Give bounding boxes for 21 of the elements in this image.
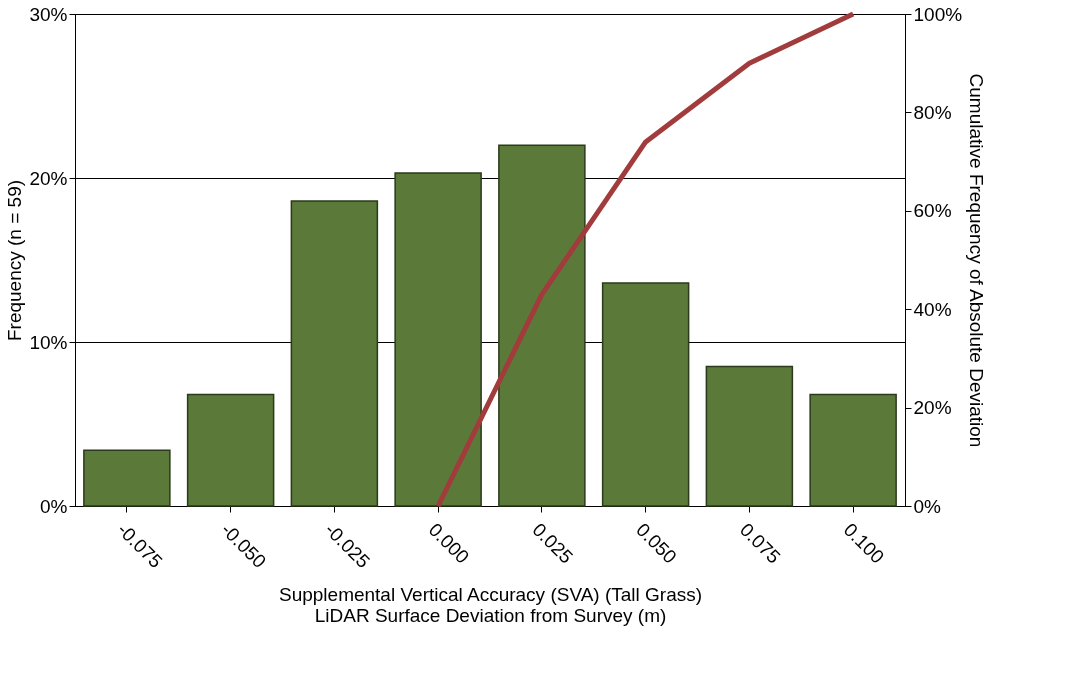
y2-axis-title: Cumulative Frequency of Absolute Deviation bbox=[966, 73, 988, 448]
y-tick-label: 20% bbox=[29, 167, 68, 189]
bar bbox=[705, 365, 794, 507]
y2-tick-label: 60% bbox=[913, 200, 952, 222]
bar bbox=[394, 172, 482, 507]
bar bbox=[290, 200, 379, 507]
y2-tick-label: 20% bbox=[913, 397, 952, 419]
bar bbox=[186, 393, 275, 507]
y-tick-label: 0% bbox=[40, 495, 68, 517]
y2-tick-label: 0% bbox=[913, 495, 942, 517]
y-tick-label: 10% bbox=[29, 331, 68, 353]
bar bbox=[83, 449, 171, 507]
y2-tick-label: 100% bbox=[913, 3, 963, 25]
y2-tick-label: 40% bbox=[913, 298, 952, 320]
bar bbox=[601, 282, 690, 507]
bar bbox=[498, 144, 586, 507]
y2-tick-label: 80% bbox=[913, 101, 952, 123]
x-axis-title: Supplemental Vertical Accuracy (SVA) (Tall Grass) LiDAR Surface Deviation from Survey (m) bbox=[278, 584, 703, 627]
y-tick-label: 30% bbox=[29, 3, 68, 25]
bar bbox=[809, 393, 897, 507]
y-axis-title: Frequency (n = 59) bbox=[4, 179, 26, 342]
